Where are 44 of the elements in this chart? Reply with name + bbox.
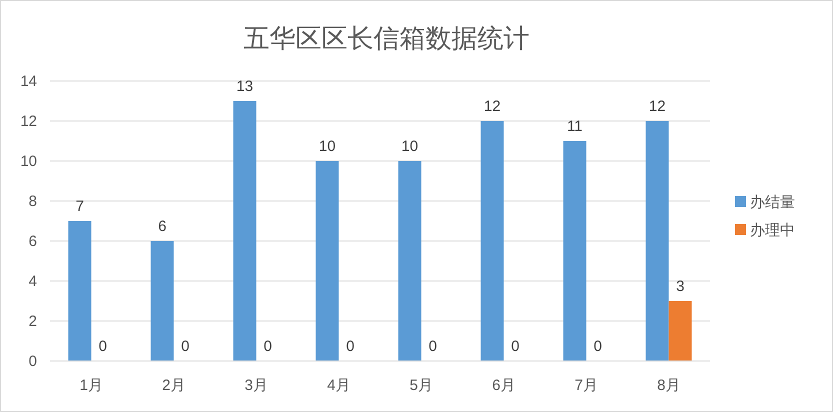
y-tick-label: 14 [20, 73, 37, 90]
x-tick-label: 3月 [244, 377, 268, 394]
data-label: 0 [98, 338, 107, 355]
bar [150, 241, 174, 361]
x-tick-label: 1月 [80, 377, 103, 394]
bar [398, 161, 422, 361]
data-label: 3 [676, 278, 684, 295]
data-label: 0 [264, 338, 272, 355]
y-tick-label: 6 [28, 233, 37, 250]
x-tick-label: 8月 [657, 377, 680, 394]
data-label: 12 [484, 98, 501, 115]
data-label: 12 [648, 98, 666, 115]
data-label: 10 [318, 138, 336, 155]
bar [646, 121, 669, 361]
data-label: 0 [346, 338, 354, 355]
bar [668, 301, 692, 361]
data-label: 0 [181, 338, 190, 355]
x-tick-label: 4月 [327, 377, 350, 394]
data-label: 11 [566, 118, 583, 135]
y-tick-label: 8 [28, 193, 37, 210]
bar [68, 221, 92, 361]
y-tick-label: 4 [28, 273, 37, 290]
bar [563, 141, 586, 361]
x-tick-label: 2月 [162, 377, 186, 394]
bar [233, 101, 256, 361]
data-label: 6 [158, 218, 166, 235]
chart-title: 五华区区长信箱数据统计 [244, 23, 530, 53]
data-label: 10 [401, 138, 418, 155]
x-tick-label: 6月 [492, 377, 516, 394]
legend-label: 办理中 [750, 222, 795, 239]
y-tick-label: 2 [28, 313, 37, 330]
data-label: 13 [236, 78, 254, 95]
y-tick-label: 0 [28, 353, 37, 370]
data-label: 0 [511, 338, 520, 355]
data-label: 0 [428, 338, 437, 355]
x-tick-label: 7月 [574, 377, 598, 394]
y-tick-label: 10 [20, 153, 37, 170]
bar [480, 121, 504, 361]
bar [316, 161, 339, 361]
x-tick-label: 5月 [410, 377, 433, 394]
legend-label: 办结量 [750, 194, 795, 211]
y-tick-label: 12 [20, 113, 37, 130]
data-label: 7 [76, 198, 84, 215]
data-label: 0 [594, 338, 602, 355]
